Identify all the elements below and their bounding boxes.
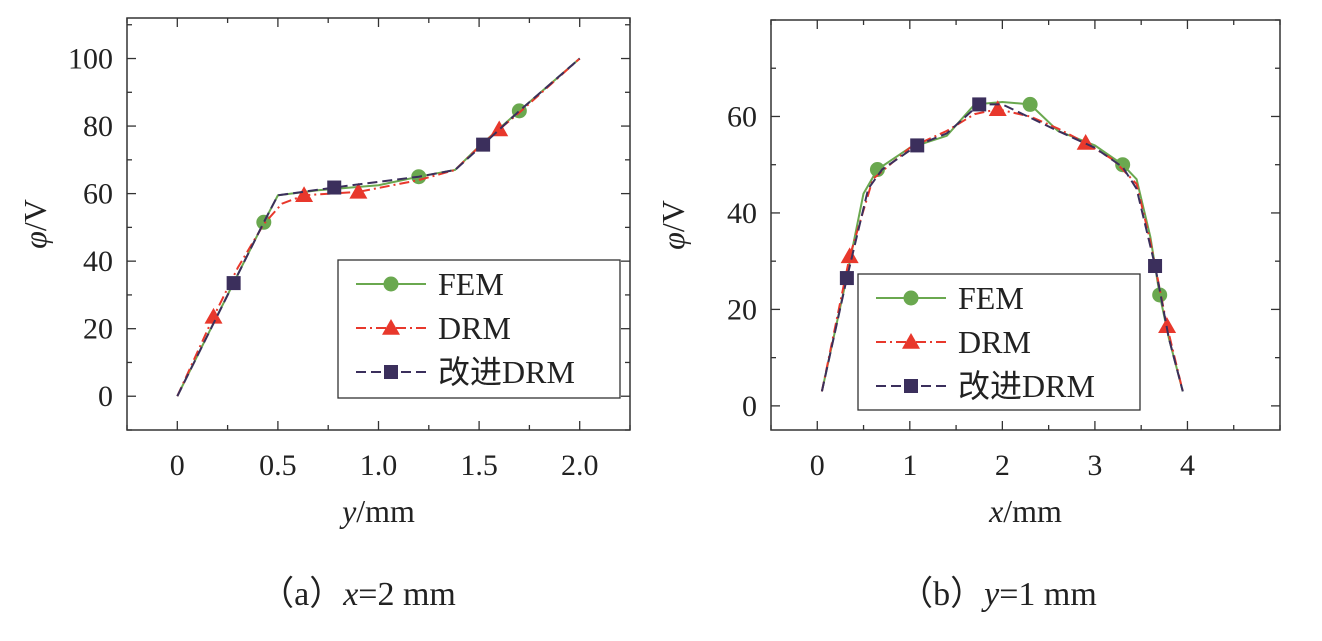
y-tick-label: 60 — [83, 178, 113, 211]
y-tick-label: 40 — [727, 197, 757, 230]
y-tick-label: 100 — [68, 43, 113, 76]
data-point — [1115, 157, 1131, 173]
caption-prefix: （a） — [260, 575, 343, 613]
x-tick-label: 3 — [1087, 449, 1102, 482]
data-point — [840, 247, 859, 264]
x-axis-label-unit: /mm — [1003, 493, 1062, 529]
data-point — [256, 214, 272, 230]
x-axis-label-var: y — [339, 493, 357, 529]
data-point — [349, 182, 368, 199]
legend: FEM DRM 改进DRM — [857, 273, 1141, 411]
x-tick-label: 4 — [1180, 449, 1195, 482]
x-axis-label: y/mm — [339, 493, 415, 529]
caption-var: x — [342, 576, 358, 613]
legend-label: FEM — [958, 280, 1024, 316]
legend-marker — [903, 290, 919, 306]
data-point — [1148, 259, 1163, 273]
data-point — [476, 137, 491, 152]
legend-marker — [383, 276, 399, 292]
y-axis-label-unit: /V — [655, 200, 691, 232]
data-point — [972, 97, 987, 112]
y-axis-label-unit: /V — [17, 199, 53, 231]
legend-marker — [902, 333, 920, 349]
y-tick-label: 60 — [727, 100, 757, 133]
caption-rest: =1 mm — [999, 576, 1097, 613]
x-tick-label: 1.5 — [460, 449, 498, 482]
data-point — [1152, 287, 1168, 303]
data-point — [910, 138, 925, 153]
plot-frame — [770, 19, 1281, 431]
y-tick-label: 0 — [742, 390, 757, 423]
data-point — [839, 271, 854, 286]
y-tick-label: 20 — [83, 313, 113, 346]
series-line — [176, 57, 581, 397]
data-point — [327, 180, 342, 195]
y-axis-label: φ/V — [17, 199, 53, 249]
legend-label: DRM — [438, 310, 511, 346]
y-axis-label: φ/V — [655, 200, 691, 250]
legend-label: DRM — [958, 324, 1031, 360]
data-point — [1022, 96, 1038, 112]
legend-label: 改进DRM — [958, 368, 1095, 404]
x-axis-label-var: x — [988, 493, 1003, 529]
x-tick-label: 0 — [810, 449, 825, 482]
y-tick-label: 0 — [98, 380, 113, 413]
x-axis-label-unit: /mm — [356, 493, 415, 529]
legend-marker — [384, 365, 398, 379]
y-axis-label-var: φ — [655, 232, 691, 250]
panel-caption: （b）y=1 mm — [899, 575, 1097, 613]
x-tick-label: 2.0 — [561, 449, 599, 482]
x-tick-label: 0.5 — [259, 449, 297, 482]
caption-rest: =2 mm — [358, 576, 456, 613]
y-axis-label-var: φ — [17, 231, 53, 249]
chart-panel-a: 0 0.5 1.0 1.5 2.0 0 20 40 60 80 100 y/mm φ/V FEM DRM 改进… — [17, 17, 631, 613]
legend-label: 改进DRM — [438, 354, 575, 390]
series-line — [820, 108, 1184, 392]
legend-marker — [904, 379, 918, 393]
y-tick-label: 40 — [83, 245, 113, 278]
data-point — [204, 307, 223, 324]
data-point — [226, 276, 241, 291]
data-point — [1158, 317, 1177, 334]
caption-var: y — [981, 576, 1000, 613]
x-tick-label: 2 — [995, 449, 1010, 482]
panel-caption: （a）x=2 mm — [260, 575, 456, 613]
legend-label: FEM — [438, 266, 504, 302]
data-point — [988, 100, 1007, 116]
legend: FEM DRM 改进DRM — [337, 259, 621, 399]
x-tick-label: 0 — [170, 449, 185, 482]
legend-marker — [382, 319, 400, 335]
x-tick-label: 1 — [902, 449, 917, 482]
x-tick-label: 1.0 — [360, 449, 398, 482]
caption-prefix: （b） — [899, 575, 984, 613]
y-tick-label: 20 — [727, 293, 757, 326]
series-改进DRM — [176, 57, 581, 397]
x-axis-label: x/mm — [988, 493, 1062, 529]
data-point — [295, 186, 314, 203]
series-line — [820, 103, 1184, 392]
series-line — [176, 57, 581, 397]
series-改进DRM — [820, 97, 1184, 392]
data-point — [490, 120, 509, 137]
series-DRM — [176, 57, 581, 397]
y-tick-label: 80 — [83, 110, 113, 143]
